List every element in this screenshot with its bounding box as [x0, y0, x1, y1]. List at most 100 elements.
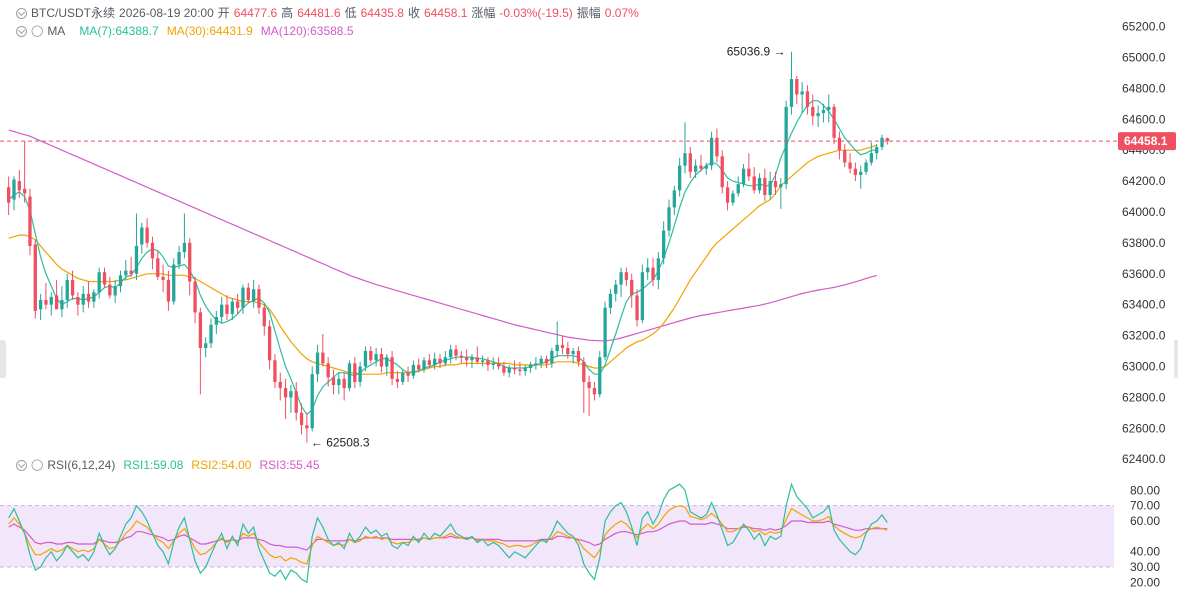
candle-body: [491, 363, 495, 365]
candle-body: [411, 364, 416, 376]
candle-body: [241, 287, 245, 308]
candle-body: [401, 372, 405, 382]
candle-body: [379, 354, 384, 367]
candle-body: [805, 91, 810, 107]
candle-body: [571, 351, 575, 355]
candle-body: [741, 168, 746, 185]
candle-body: [204, 343, 208, 348]
candle-body: [358, 366, 362, 382]
candle-body: [534, 363, 538, 365]
candle-body: [672, 190, 676, 208]
ma7-line: [8, 100, 877, 416]
close-value: 64458.1: [424, 6, 468, 20]
candle-body: [832, 106, 836, 138]
candle-body: [630, 279, 634, 296]
candle-body: [86, 293, 91, 302]
price-tick-label: 63400.0: [1122, 298, 1166, 312]
candle-body: [763, 177, 767, 195]
candle-body: [294, 391, 298, 413]
price-tick-label: 65200.0: [1122, 20, 1166, 34]
price-tick-label: 64800.0: [1122, 81, 1166, 95]
candle-body: [731, 193, 735, 203]
candle-body: [864, 162, 868, 172]
high-value: 64481.6: [297, 6, 341, 20]
close-label: 收: [407, 6, 420, 20]
eye-icon[interactable]: ◯: [31, 459, 44, 471]
candle-body: [667, 207, 671, 231]
collapse-chevron-icon[interactable]: [16, 459, 27, 471]
candle-body: [22, 188, 27, 194]
candle-body: [699, 165, 703, 169]
candle-body: [725, 187, 730, 203]
candle-body: [321, 352, 325, 364]
candle-body: [438, 358, 442, 364]
last-price-label: 64458.1: [1124, 134, 1168, 148]
candle-body: [662, 230, 666, 259]
candle-body: [60, 300, 64, 310]
candle-body: [885, 138, 889, 142]
candle-body: [246, 287, 250, 301]
candle-body: [614, 284, 618, 294]
candle-body: [134, 245, 139, 274]
candle-body: [433, 358, 437, 365]
candle-body: [54, 295, 59, 310]
candle-body: [512, 368, 517, 370]
candle-body: [220, 304, 224, 318]
candle-body: [693, 165, 698, 172]
candle-body: [28, 196, 32, 246]
datetime-label: 2026-08-19 20:00: [119, 6, 214, 20]
candle-body: [646, 267, 650, 273]
candle-body: [640, 272, 645, 321]
candle-body: [129, 270, 133, 274]
candle-body: [821, 109, 826, 114]
candle-body: [449, 349, 453, 358]
change-label: 涨幅: [471, 6, 496, 20]
open-value: 64477.6: [233, 6, 278, 20]
candle-body: [92, 292, 96, 302]
candle-body: [310, 374, 314, 429]
candle-body: [752, 176, 756, 191]
candle-body: [65, 279, 69, 301]
left-scroll-handle[interactable]: [0, 340, 6, 378]
collapse-chevron-icon[interactable]: [16, 7, 27, 19]
high-annotation: 65036.9 →: [727, 45, 786, 59]
candle-body: [145, 227, 149, 243]
right-scroll-handle[interactable]: [1174, 340, 1178, 378]
collapse-chevron-icon[interactable]: [16, 25, 27, 37]
candle-body: [289, 391, 293, 398]
candle-body: [44, 300, 48, 305]
candle-body: [363, 351, 368, 367]
candle-body: [161, 276, 165, 280]
candle-body: [779, 184, 783, 188]
candle-body: [789, 79, 794, 107]
candle-body: [225, 304, 229, 314]
candle-body: [811, 106, 815, 117]
candle-body: [475, 357, 479, 362]
candle-body: [374, 354, 378, 361]
candle-body: [38, 300, 43, 310]
candle-body: [656, 258, 661, 280]
rsi2-line: [8, 505, 888, 565]
candle-body: [454, 349, 458, 356]
candle-body: [443, 357, 447, 364]
candle-body: [70, 279, 75, 296]
price-tick-label: 62600.0: [1122, 421, 1166, 435]
candle-body: [550, 351, 554, 364]
candle-body: [560, 344, 565, 348]
candle-body: [507, 368, 511, 373]
candle-body: [587, 381, 591, 389]
candle-body: [800, 91, 804, 95]
candle-body: [188, 242, 192, 282]
rsi-tick-label: 20.00: [1130, 575, 1160, 589]
price-tick-label: 63000.0: [1122, 359, 1166, 373]
candle-body: [544, 358, 549, 364]
amplitude-value: 0.07%: [604, 6, 639, 20]
candle-body: [859, 171, 863, 175]
candle-body: [33, 244, 37, 311]
candle-body: [214, 317, 219, 325]
eye-icon[interactable]: ◯: [31, 25, 44, 37]
candle-body: [720, 156, 724, 188]
candle-body: [704, 165, 708, 169]
ma7-value: MA(7):64388.7: [79, 24, 159, 38]
